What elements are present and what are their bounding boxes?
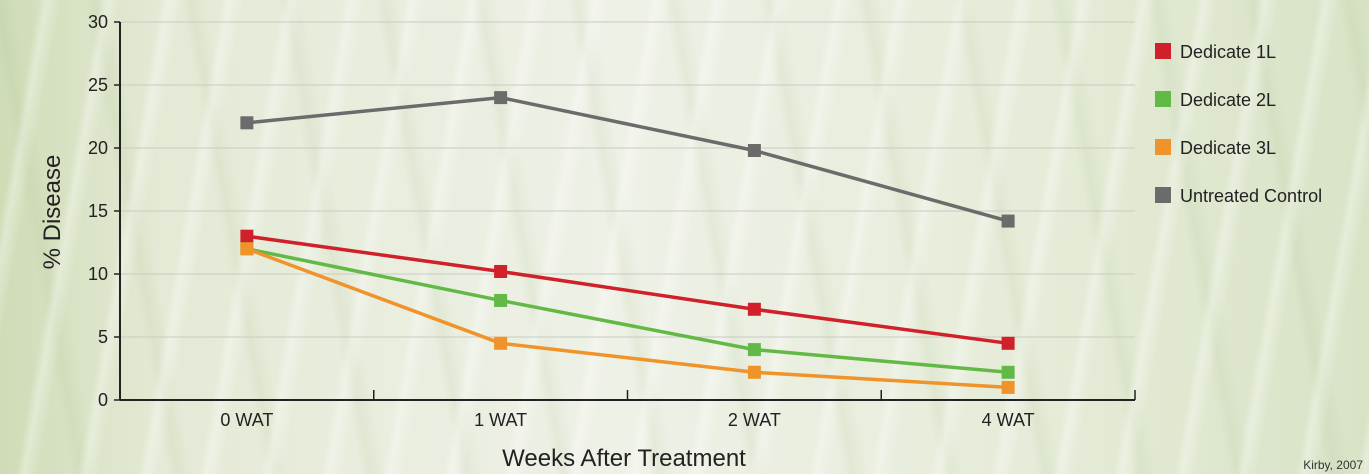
legend-label: Dedicate 3L xyxy=(1180,138,1276,158)
y-tick-label: 25 xyxy=(88,75,108,95)
series-lines xyxy=(246,95,1009,390)
data-point xyxy=(1001,214,1015,228)
data-point xyxy=(240,116,254,130)
y-tick-label: 10 xyxy=(88,264,108,284)
data-point xyxy=(240,229,254,243)
data-point xyxy=(494,336,508,350)
data-point xyxy=(1001,380,1015,394)
x-tick-label: 4 WAT xyxy=(982,410,1035,430)
data-point xyxy=(240,242,254,256)
data-point xyxy=(747,343,761,357)
legend-swatch xyxy=(1155,91,1171,107)
y-tick-label: 20 xyxy=(88,138,108,158)
y-axis-title: % Disease xyxy=(39,155,66,270)
legend-label: Dedicate 1L xyxy=(1180,42,1276,62)
legend-swatch xyxy=(1155,187,1171,203)
axes xyxy=(114,21,1136,401)
y-tick-label: 5 xyxy=(98,327,108,347)
source-credit: Kirby, 2007 xyxy=(1303,458,1363,472)
y-tick-label: 15 xyxy=(88,201,108,221)
y-tick-label: 0 xyxy=(98,390,108,410)
x-tick-label: 2 WAT xyxy=(728,410,781,430)
legend: Dedicate 1L Dedicate 2L Dedicate 3L Untreat… xyxy=(1155,42,1322,206)
data-point xyxy=(747,144,761,158)
data-point xyxy=(747,302,761,316)
legend-swatch xyxy=(1155,43,1171,59)
gridlines xyxy=(120,21,1135,338)
data-point xyxy=(1001,336,1015,350)
series-line xyxy=(246,247,1009,390)
x-axis-title: Weeks After Treatment xyxy=(502,445,746,472)
x-tick-label: 1 WAT xyxy=(474,410,527,430)
y-tick-label: 30 xyxy=(88,12,108,32)
series-line xyxy=(246,95,1009,223)
data-point xyxy=(747,365,761,379)
legend-label: Dedicate 2L xyxy=(1180,90,1276,110)
legend-swatch xyxy=(1155,139,1171,155)
data-point xyxy=(1001,365,1015,379)
legend-label: Untreated Control xyxy=(1180,186,1322,206)
data-point xyxy=(494,91,508,105)
series-markers xyxy=(240,91,1015,394)
data-point xyxy=(494,264,508,278)
series-line xyxy=(246,234,1009,346)
y-tick-labels: 0 5 10 15 20 25 30 xyxy=(88,12,108,410)
x-tick-labels: 0 WAT 1 WAT 2 WAT 4 WAT xyxy=(220,410,1034,430)
series-line xyxy=(246,247,1009,375)
x-tick-label: 0 WAT xyxy=(220,410,273,430)
data-point xyxy=(494,293,508,307)
